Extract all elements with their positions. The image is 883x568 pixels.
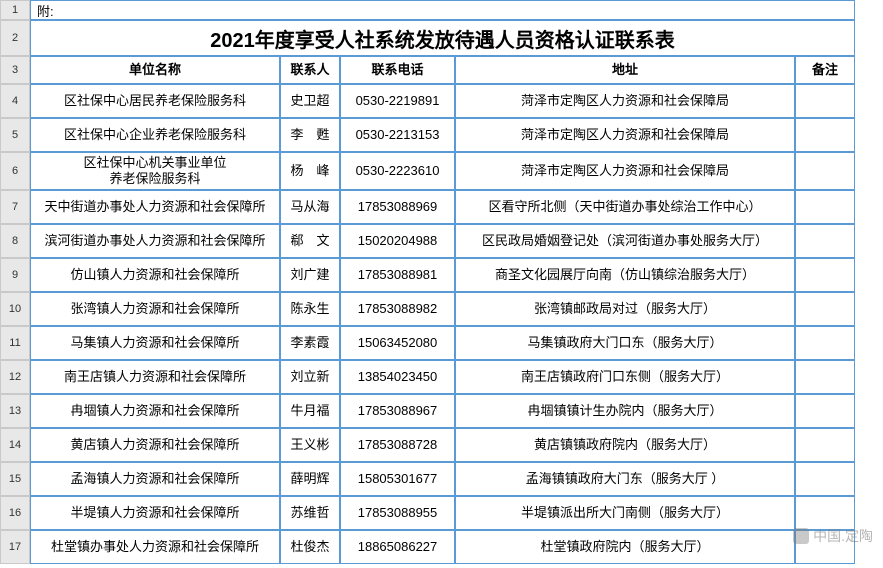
cell-contact: 郗 文 [280,224,340,258]
cell-contact: 杨 峰 [280,152,340,190]
row-number: 9 [0,258,30,292]
cell-contact: 王义彬 [280,428,340,462]
row-number: 6 [0,152,30,190]
row-number: 2 [0,20,30,56]
cell-unit: 半堤镇人力资源和社会保障所 [30,496,280,530]
row-number: 16 [0,496,30,530]
cell-remark [795,530,855,564]
col-header-contact: 联系人 [280,56,340,84]
cell-address: 杜堂镇政府院内（服务大厅） [455,530,795,564]
cell-unit: 区社保中心企业养老保险服务科 [30,118,280,152]
cell-remark [795,326,855,360]
cell-address: 冉堌镇镇计生办院内（服务大厅） [455,394,795,428]
cell-unit: 孟海镇人力资源和社会保障所 [30,462,280,496]
cell-phone: 17853088967 [340,394,455,428]
cell-phone: 0530-2213153 [340,118,455,152]
cell-unit: 滨河街道办事处人力资源和社会保障所 [30,224,280,258]
row-number: 4 [0,84,30,118]
cell-remark [795,428,855,462]
cell-remark [795,84,855,118]
row-number: 11 [0,326,30,360]
attach-label: 附: [30,0,855,20]
row-number: 5 [0,118,30,152]
cell-phone: 0530-2223610 [340,152,455,190]
cell-phone: 17853088982 [340,292,455,326]
cell-remark [795,258,855,292]
cell-address: 张湾镇邮政局对过（服务大厅） [455,292,795,326]
cell-unit: 杜堂镇办事处人力资源和社会保障所 [30,530,280,564]
cell-unit: 张湾镇人力资源和社会保障所 [30,292,280,326]
row-number: 13 [0,394,30,428]
cell-remark [795,118,855,152]
cell-phone: 17853088728 [340,428,455,462]
cell-address: 菏泽市定陶区人力资源和社会保障局 [455,118,795,152]
cell-contact: 马从海 [280,190,340,224]
cell-contact: 李 甦 [280,118,340,152]
cell-phone: 15805301677 [340,462,455,496]
cell-address: 南王店镇政府门口东侧（服务大厅） [455,360,795,394]
cell-remark [795,152,855,190]
cell-contact: 牛月福 [280,394,340,428]
spreadsheet-table: 1 附: 2 2021年度享受人社系统发放待遇人员资格认证联系表 3 单位名称 … [0,0,883,564]
row-number: 10 [0,292,30,326]
row-number: 15 [0,462,30,496]
cell-address: 菏泽市定陶区人力资源和社会保障局 [455,84,795,118]
cell-address: 菏泽市定陶区人力资源和社会保障局 [455,152,795,190]
col-header-phone: 联系电话 [340,56,455,84]
cell-address: 黄店镇镇政府院内（服务大厅） [455,428,795,462]
cell-remark [795,394,855,428]
cell-unit: 马集镇人力资源和社会保障所 [30,326,280,360]
cell-phone: 18865086227 [340,530,455,564]
cell-phone: 15020204988 [340,224,455,258]
cell-remark [795,224,855,258]
cell-phone: 17853088969 [340,190,455,224]
cell-contact: 苏维哲 [280,496,340,530]
cell-unit: 天中街道办事处人力资源和社会保障所 [30,190,280,224]
cell-phone: 13854023450 [340,360,455,394]
col-header-unit: 单位名称 [30,56,280,84]
cell-contact: 史卫超 [280,84,340,118]
row-number: 17 [0,530,30,564]
cell-address: 孟海镇镇政府大门东（服务大厅 ） [455,462,795,496]
cell-unit: 冉堌镇人力资源和社会保障所 [30,394,280,428]
row-number: 7 [0,190,30,224]
cell-remark [795,190,855,224]
cell-unit: 南王店镇人力资源和社会保障所 [30,360,280,394]
row-number: 12 [0,360,30,394]
cell-address: 半堤镇派出所大门南侧（服务大厅） [455,496,795,530]
cell-remark [795,496,855,530]
row-number: 14 [0,428,30,462]
cell-phone: 15063452080 [340,326,455,360]
cell-contact: 李素霞 [280,326,340,360]
cell-remark [795,292,855,326]
cell-phone: 0530-2219891 [340,84,455,118]
cell-contact: 陈永生 [280,292,340,326]
row-number: 8 [0,224,30,258]
cell-contact: 杜俊杰 [280,530,340,564]
cell-phone: 17853088955 [340,496,455,530]
cell-phone: 17853088981 [340,258,455,292]
row-number: 1 [0,0,30,20]
cell-remark [795,360,855,394]
col-header-address: 地址 [455,56,795,84]
table-title: 2021年度享受人社系统发放待遇人员资格认证联系表 [30,20,855,56]
cell-contact: 刘立新 [280,360,340,394]
col-header-remark: 备注 [795,56,855,84]
cell-contact: 薛明辉 [280,462,340,496]
cell-unit: 区社保中心居民养老保险服务科 [30,84,280,118]
cell-address: 商圣文化园展厅向南（仿山镇综治服务大厅） [455,258,795,292]
cell-remark [795,462,855,496]
cell-address: 马集镇政府大门口东（服务大厅） [455,326,795,360]
cell-address: 区看守所北侧（天中街道办事处综治工作中心） [455,190,795,224]
cell-unit: 区社保中心机关事业单位 养老保险服务科 [30,152,280,190]
row-number: 3 [0,56,30,84]
cell-address: 区民政局婚姻登记处（滨河街道办事处服务大厅） [455,224,795,258]
cell-unit: 黄店镇人力资源和社会保障所 [30,428,280,462]
cell-unit: 仿山镇人力资源和社会保障所 [30,258,280,292]
cell-contact: 刘广建 [280,258,340,292]
